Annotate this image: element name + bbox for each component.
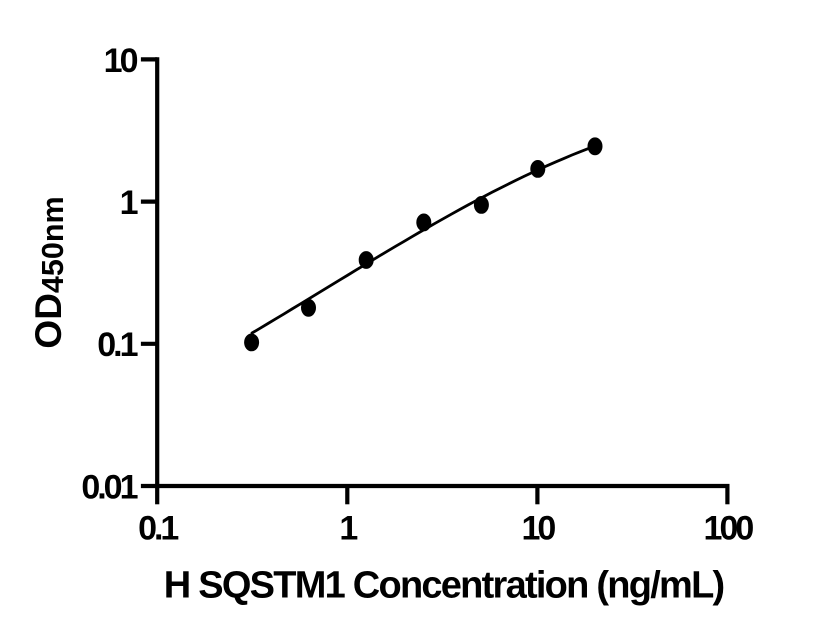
svg-text:0.1: 0.1 [138,510,178,548]
svg-text:1: 1 [120,184,138,222]
svg-text:0.1: 0.1 [97,326,137,364]
svg-text:1: 1 [339,510,357,548]
svg-text:0.01: 0.01 [81,468,137,506]
svg-text:100: 100 [704,510,754,548]
svg-text:10: 10 [521,510,555,548]
svg-text:10: 10 [104,42,138,80]
svg-text:H SQSTM1 Concentration (ng/mL): H SQSTM1 Concentration (ng/mL) [164,565,724,607]
svg-text:OD450nm: OD450nm [28,196,70,348]
